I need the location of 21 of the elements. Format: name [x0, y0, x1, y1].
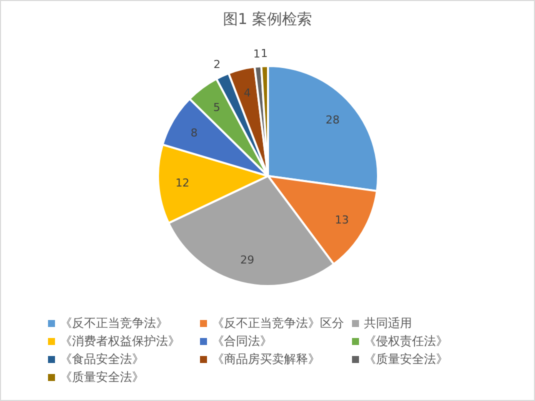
- data-label: 5: [213, 101, 220, 114]
- legend-label: 《消费者权益保护法》: [60, 334, 180, 348]
- legend-label: 《侵权责任法》: [364, 334, 448, 348]
- legend-label: 《合同法》: [212, 334, 272, 348]
- legend-label: 《商品房买卖解释》: [212, 352, 320, 366]
- data-label: 4: [244, 86, 251, 100]
- legend-label: 《反不正当竞争法》: [60, 316, 168, 330]
- data-label: 12: [175, 176, 190, 190]
- data-label: 29: [240, 253, 254, 266]
- data-label: 28: [326, 114, 340, 127]
- chart-title: 图1 案例检索: [222, 10, 312, 28]
- data-label: 8: [190, 126, 198, 140]
- legend-label: 共同适用: [364, 316, 412, 330]
- legend-label: 《食品安全法》: [60, 352, 144, 366]
- data-label: 1: [260, 46, 268, 60]
- data-label: 13: [334, 214, 349, 227]
- legend-label: 《质量安全法》: [60, 370, 144, 384]
- legend-label: 《质量安全法》: [364, 352, 448, 366]
- data-label: 1: [253, 47, 260, 60]
- data-label: 2: [213, 58, 220, 71]
- legend-label: 《反不正当竞争法》区分: [212, 316, 344, 330]
